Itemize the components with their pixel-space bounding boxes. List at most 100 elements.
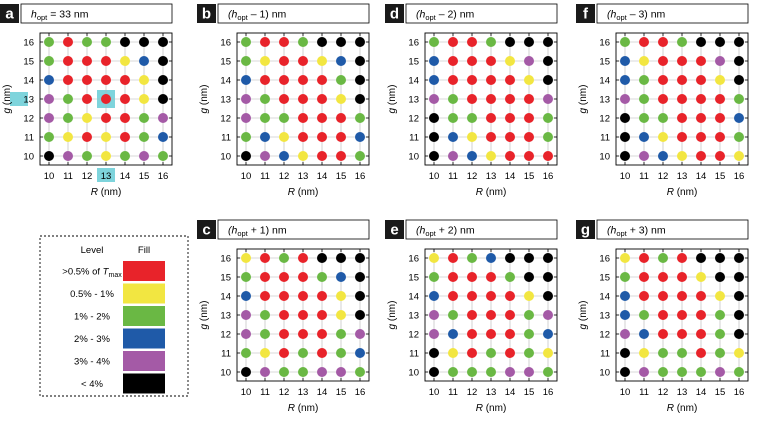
data-point-red bbox=[505, 75, 515, 85]
data-point-blue bbox=[448, 329, 458, 339]
data-point-red bbox=[120, 94, 130, 104]
data-point-red bbox=[317, 151, 327, 161]
data-point-red bbox=[279, 310, 289, 320]
panel-title: (hopt + 1) nm bbox=[228, 225, 287, 239]
data-point-yellow bbox=[467, 132, 477, 142]
data-point-black bbox=[543, 272, 553, 282]
panel-c: c (hopt + 1) nm 10 11 12 13 14 15 16 10 11 12 13 14 15… bbox=[197, 219, 370, 414]
data-point-black bbox=[524, 253, 534, 263]
data-point-red bbox=[524, 94, 534, 104]
x-tick-label: 10 bbox=[620, 171, 631, 182]
data-point-purple bbox=[524, 56, 534, 66]
x-tick-label: 15 bbox=[336, 387, 347, 398]
data-point-red bbox=[317, 94, 327, 104]
y-tick-label: 11 bbox=[24, 133, 34, 144]
panel-title-box bbox=[217, 219, 370, 240]
x-tick-label: 13 bbox=[486, 387, 497, 398]
data-point-red bbox=[298, 310, 308, 320]
x-tick-label: 12 bbox=[279, 171, 290, 182]
data-point-green bbox=[298, 367, 308, 377]
data-point-yellow bbox=[524, 75, 534, 85]
x-tick-label: 10 bbox=[429, 171, 440, 182]
data-point-green bbox=[298, 37, 308, 47]
data-point-purple bbox=[241, 310, 251, 320]
x-tick-label: 16 bbox=[355, 387, 366, 398]
y-tick-label: 16 bbox=[408, 38, 419, 49]
x-tick-label: 15 bbox=[524, 171, 535, 182]
data-point-black bbox=[429, 348, 439, 358]
data-point-black bbox=[734, 56, 744, 66]
panel-letter-box bbox=[576, 220, 595, 239]
legend-header-level: Level bbox=[81, 245, 104, 256]
data-point-green bbox=[620, 37, 630, 47]
data-point-red bbox=[298, 253, 308, 263]
legend-box: Level Fill >0.5% of Tmax 0.5% - 1% 1% - 2% 2%… bbox=[39, 235, 189, 397]
y-tick-label: 16 bbox=[408, 254, 419, 265]
data-point-red bbox=[696, 348, 706, 358]
data-point-red bbox=[524, 132, 534, 142]
data-point-red bbox=[677, 132, 687, 142]
panel-title: (hopt – 3) nm bbox=[607, 9, 666, 23]
data-point-red bbox=[279, 348, 289, 358]
y-tick-label: 15 bbox=[408, 273, 419, 284]
data-point-yellow bbox=[734, 348, 744, 358]
data-point-red bbox=[82, 75, 92, 85]
y-tick-label: 10 bbox=[220, 368, 231, 379]
panel-d: d (hopt – 2) nm 10 11 12 13 14 15 16 10 11 12 13 14 15… bbox=[385, 3, 558, 198]
data-point-red bbox=[505, 113, 515, 123]
y-tick-label: 15 bbox=[599, 273, 610, 284]
panel-title: (hopt + 3) nm bbox=[607, 225, 666, 239]
data-point-black bbox=[734, 37, 744, 47]
data-point-red bbox=[696, 56, 706, 66]
y-tick-label: 14 bbox=[220, 76, 231, 87]
data-point-red bbox=[696, 113, 706, 123]
data-point-black bbox=[429, 367, 439, 377]
data-point-green bbox=[524, 310, 534, 320]
data-point-green bbox=[355, 151, 365, 161]
data-point-green bbox=[44, 37, 54, 47]
data-point-black bbox=[696, 37, 706, 47]
data-point-red bbox=[298, 329, 308, 339]
y-tick-label: 12 bbox=[599, 114, 610, 125]
data-point-red bbox=[260, 75, 270, 85]
x-tick-label: 13 bbox=[677, 171, 688, 182]
data-point-green bbox=[734, 367, 744, 377]
data-point-green bbox=[260, 94, 270, 104]
panel-title-box bbox=[405, 219, 558, 240]
legend-level-label: >0.5% of Tmax bbox=[62, 267, 122, 280]
y-tick-label: 13 bbox=[599, 311, 610, 322]
data-point-yellow bbox=[620, 253, 630, 263]
panel-letter: e bbox=[390, 222, 398, 239]
data-point-red bbox=[120, 113, 130, 123]
data-point-purple bbox=[260, 367, 270, 377]
y-tick-label: 10 bbox=[599, 152, 610, 163]
data-point-red bbox=[63, 56, 73, 66]
data-point-red bbox=[317, 113, 327, 123]
data-point-purple bbox=[44, 94, 54, 104]
panel-e: e (hopt + 2) nm 10 11 12 13 14 15 16 10 11 12 13 14 15… bbox=[385, 219, 558, 414]
data-point-yellow bbox=[120, 56, 130, 66]
data-point-yellow bbox=[677, 151, 687, 161]
data-point-purple bbox=[543, 310, 553, 320]
data-point-black bbox=[429, 132, 439, 142]
data-point-red bbox=[639, 37, 649, 47]
data-point-green bbox=[260, 113, 270, 123]
data-point-black bbox=[158, 56, 168, 66]
panel-title: (hopt + 2) nm bbox=[416, 225, 475, 239]
panel-letter-box bbox=[576, 4, 595, 23]
data-point-green bbox=[241, 56, 251, 66]
data-point-green bbox=[317, 272, 327, 282]
data-point-green bbox=[101, 37, 111, 47]
data-point-blue bbox=[448, 132, 458, 142]
data-point-yellow bbox=[639, 348, 649, 358]
data-point-green bbox=[355, 367, 365, 377]
data-point-red bbox=[448, 272, 458, 282]
legend-frame bbox=[39, 235, 189, 397]
data-point-red bbox=[658, 56, 668, 66]
x-tick-label: 10 bbox=[429, 387, 440, 398]
x-axis-label: R (nm) bbox=[288, 403, 319, 414]
data-point-black bbox=[355, 56, 365, 66]
x-tick-label: 12 bbox=[658, 171, 669, 182]
data-point-black bbox=[429, 151, 439, 161]
panel-letter: d bbox=[390, 6, 399, 23]
